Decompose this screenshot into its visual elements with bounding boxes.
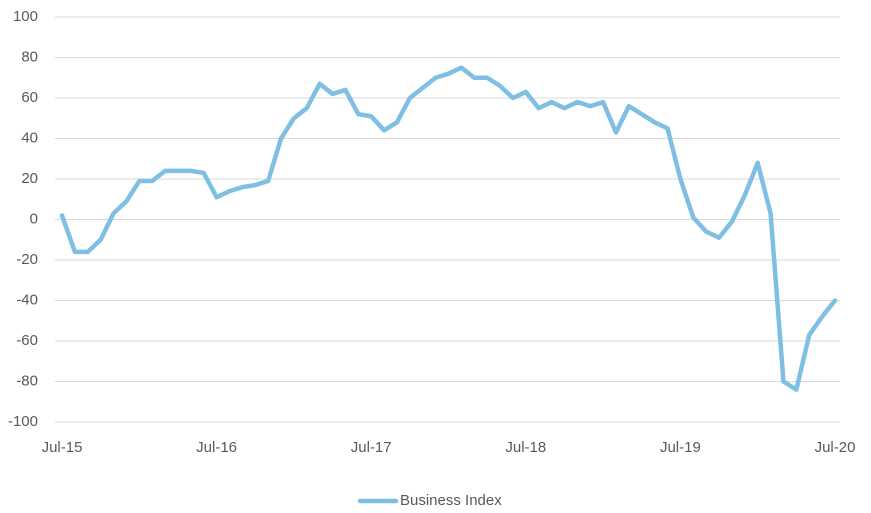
x-tick-label: Jul-18 [505, 439, 546, 456]
y-tick-label: -60 [16, 332, 38, 349]
x-tick-label: Jul-16 [196, 439, 237, 456]
y-tick-label: 80 [21, 48, 38, 65]
y-tick-label: -20 [16, 251, 38, 268]
y-tick-label: 100 [13, 8, 38, 25]
y-tick-label: -80 [16, 372, 38, 389]
x-tick-label: Jul-20 [815, 439, 856, 456]
y-tick-label: 40 [21, 129, 38, 146]
x-tick-label: Jul-19 [660, 439, 701, 456]
legend-label: Business Index [400, 492, 502, 509]
y-tick-label: -40 [16, 291, 38, 308]
x-tick-label: Jul-17 [351, 439, 392, 456]
x-tick-label: Jul-15 [42, 439, 83, 456]
y-tick-label: -100 [8, 413, 38, 430]
y-tick-label: 20 [21, 170, 38, 187]
data-line [59, 65, 838, 392]
y-tick-label: 0 [30, 210, 38, 227]
y-tick-label: 60 [21, 89, 38, 106]
